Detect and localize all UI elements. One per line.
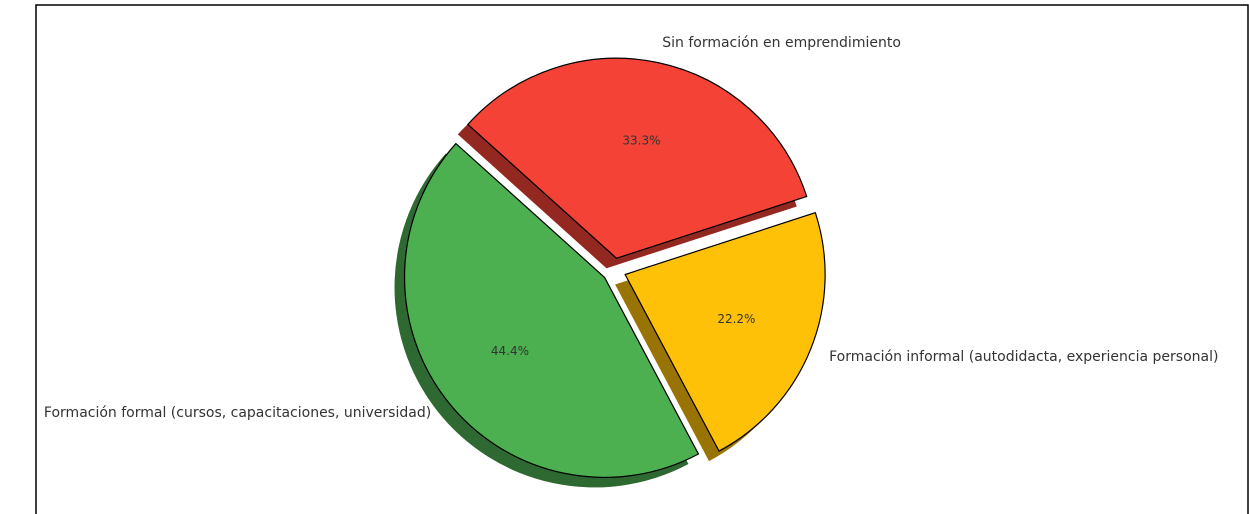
value-label: 33.3% <box>622 133 660 147</box>
pie-slice <box>467 57 808 259</box>
slice-label: Sin formación en emprendimiento <box>662 35 901 51</box>
slice-label: Formación informal (autodidacta, experie… <box>829 349 1218 365</box>
pie-slice <box>403 142 700 478</box>
slices <box>403 57 826 478</box>
value-label: 44.4% <box>491 344 529 358</box>
slice-label: Formación formal (cursos, capacitaciones… <box>44 405 431 421</box>
value-label: 22.2% <box>717 312 755 326</box>
pie-slice <box>624 211 826 452</box>
